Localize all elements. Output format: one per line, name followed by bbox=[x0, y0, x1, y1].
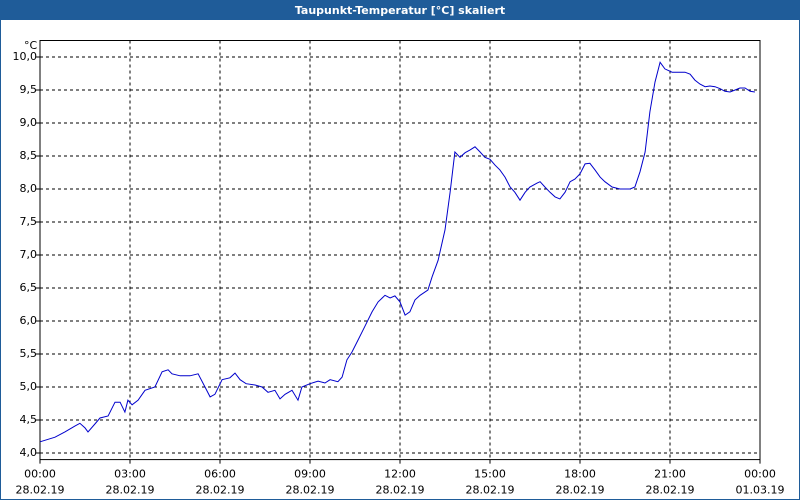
y-tick-label: 7,0 bbox=[20, 248, 38, 261]
y-tick-label: 9,0 bbox=[20, 116, 38, 129]
plot-border bbox=[39, 40, 761, 461]
x-tick-label: 18:00 bbox=[564, 468, 596, 481]
y-tick-label: 9,5 bbox=[20, 83, 38, 96]
y-tick-label: 6,5 bbox=[20, 281, 38, 294]
x-tick-date: 01.03.19 bbox=[736, 484, 785, 497]
x-tick-date: 28.02.19 bbox=[106, 484, 155, 497]
y-tick-label: 5,0 bbox=[20, 380, 38, 393]
y-tick-label: 8,5 bbox=[20, 149, 38, 162]
x-tick-date: 28.02.19 bbox=[16, 484, 65, 497]
x-tick-label: 21:00 bbox=[654, 468, 686, 481]
y-tick-label: 6,0 bbox=[20, 314, 38, 327]
x-tick-label: 00:00 bbox=[24, 468, 56, 481]
x-tick-label: 09:00 bbox=[294, 468, 326, 481]
x-tick-date: 28.02.19 bbox=[376, 484, 425, 497]
chart-title: Taupunkt-Temperatur [°C] skaliert bbox=[295, 4, 505, 17]
y-tick-label: 10,0 bbox=[13, 50, 38, 63]
y-tick-label: 8,0 bbox=[20, 182, 38, 195]
title-bar bbox=[0, 0, 800, 20]
x-tick-date: 28.02.19 bbox=[646, 484, 695, 497]
x-tick-date: 28.02.19 bbox=[556, 484, 605, 497]
x-tick-label: 06:00 bbox=[204, 468, 236, 481]
y-tick-label: 4,5 bbox=[20, 413, 38, 426]
y-tick-label: 7,5 bbox=[20, 215, 38, 228]
data-line bbox=[39, 61, 755, 443]
x-tick-label: 03:00 bbox=[114, 468, 146, 481]
x-tick-date: 28.02.19 bbox=[196, 484, 245, 497]
y-unit: °C bbox=[24, 39, 38, 52]
x-tick-label: 15:00 bbox=[474, 468, 506, 481]
x-tick-label: 00:00 bbox=[744, 468, 776, 481]
y-tick-label: 4,0 bbox=[20, 446, 38, 459]
x-tick-date: 28.02.19 bbox=[466, 484, 515, 497]
x-tick-date: 28.02.19 bbox=[286, 484, 335, 497]
x-tick-label: 12:00 bbox=[384, 468, 416, 481]
y-tick-label: 5,5 bbox=[20, 347, 38, 360]
